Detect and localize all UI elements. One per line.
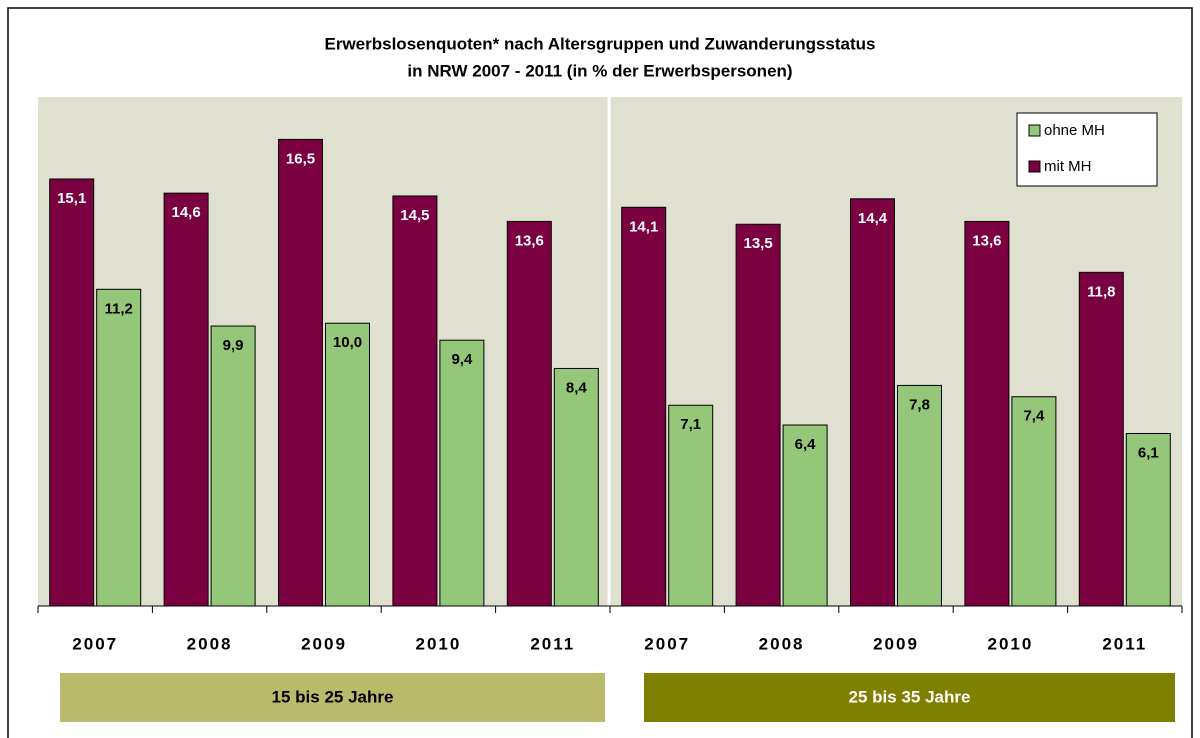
- bar: [964, 220, 1010, 607]
- x-tick-label: 2011: [1102, 634, 1147, 653]
- bar: [506, 220, 552, 607]
- value-label: 8,4: [566, 379, 588, 396]
- bar: [735, 223, 781, 607]
- bar: [278, 138, 323, 607]
- legend-label: ohne MH: [1044, 122, 1105, 139]
- value-label: 14,1: [629, 218, 658, 235]
- bar: [668, 404, 714, 607]
- group-label: 15 bis 25 Jahre: [272, 687, 394, 706]
- bar: [1078, 271, 1124, 607]
- bar: [96, 288, 142, 607]
- bar: [163, 192, 209, 607]
- legend-swatch: [1028, 160, 1041, 173]
- group-box: [644, 673, 1175, 722]
- bar: [850, 198, 895, 607]
- bar: [553, 367, 599, 607]
- value-label: 11,2: [105, 300, 133, 317]
- value-label: 6,4: [795, 436, 817, 453]
- value-label: 13,6: [972, 232, 1001, 249]
- bar: [1011, 396, 1057, 607]
- bar: [325, 322, 370, 607]
- bar: [897, 384, 942, 607]
- value-label: 14,4: [858, 210, 888, 227]
- value-label: 13,5: [743, 235, 772, 252]
- bar: [49, 178, 95, 607]
- x-tick-label: 2008: [759, 634, 805, 653]
- value-label: 10,0: [333, 334, 362, 351]
- bar: [439, 339, 485, 607]
- x-tick-label: 2011: [530, 634, 575, 653]
- x-tick-label: 2007: [72, 634, 118, 653]
- bar: [1125, 433, 1171, 607]
- value-label: 7,4: [1023, 408, 1045, 425]
- value-label: 15,1: [57, 190, 86, 207]
- value-label: 6,1: [1138, 444, 1159, 461]
- x-tick-label: 2010: [415, 634, 461, 653]
- legend-label: mit MH: [1044, 158, 1092, 175]
- bar: [210, 325, 256, 607]
- x-tick-label: 2007: [644, 634, 690, 653]
- value-label: 9,9: [223, 337, 244, 354]
- chart-title: Erwerbslosenquoten* nach Altersgruppen u…: [325, 34, 876, 53]
- value-label: 7,8: [909, 396, 930, 413]
- x-tick-label: 2010: [987, 634, 1033, 653]
- group-label: 25 bis 35 Jahre: [849, 687, 971, 706]
- legend-swatch: [1028, 124, 1041, 137]
- value-label: 9,4: [451, 351, 473, 368]
- chart-subtitle: in NRW 2007 - 2011 (in % der Erwerbspers…: [407, 61, 792, 80]
- value-label: 7,1: [680, 416, 701, 433]
- bar: [782, 424, 828, 607]
- value-label: 11,8: [1087, 283, 1115, 300]
- value-label: 13,6: [515, 232, 544, 249]
- value-label: 14,5: [400, 207, 429, 224]
- group-box: [60, 673, 605, 722]
- bar: [392, 195, 438, 607]
- value-label: 14,6: [171, 204, 200, 221]
- x-tick-label: 2009: [301, 634, 347, 653]
- bar: [621, 206, 667, 607]
- x-tick-label: 2008: [187, 634, 233, 653]
- value-label: 16,5: [286, 150, 315, 167]
- x-tick-label: 2009: [873, 634, 919, 653]
